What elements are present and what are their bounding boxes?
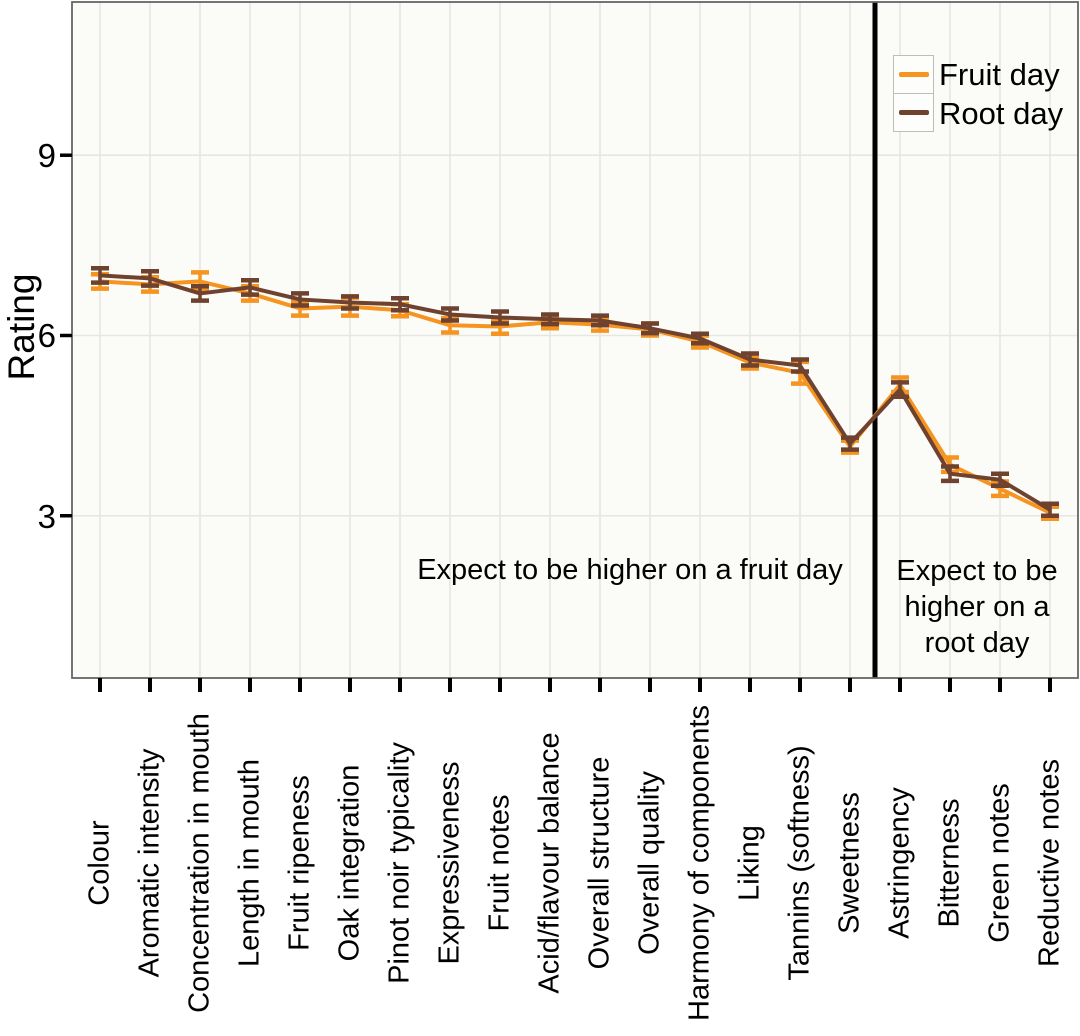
x-tick-label: Fruit ripeness	[283, 775, 316, 951]
legend: Fruit day Root day	[893, 55, 1063, 133]
series-line-root-day	[99, 273, 1052, 512]
x-tick-label: Overall quality	[633, 771, 666, 955]
x-tick-label: Aromatic intensity	[133, 748, 166, 978]
annotation-root-day: Expect to be higher on a root day	[896, 555, 1058, 659]
legend-line-swatch-root	[898, 110, 929, 116]
x-tick-label: Reductive notes	[1033, 759, 1066, 967]
x-tick-label: Overall structure	[583, 756, 616, 970]
x-tick-label: Bitterness	[933, 798, 966, 928]
x-tick-label: Green notes	[983, 783, 1016, 943]
x-tick-label: Concentration in mouth	[183, 713, 216, 1013]
plot-panel-border	[71, 1, 1079, 679]
x-tick-label: Expressiveness	[433, 761, 466, 965]
legend-item-fruit-day: Fruit day	[893, 55, 1063, 94]
legend-label-fruit-day: Fruit day	[939, 56, 1060, 92]
x-tick-label: Acid/flavour balance	[533, 732, 566, 994]
y-tick-label: 3	[37, 497, 56, 535]
y-tick-label: 9	[37, 137, 56, 175]
x-tick-label: Colour	[83, 820, 116, 906]
x-tick-label: Harmony of components	[683, 705, 716, 1021]
x-tick-label: Pinot noir typicality	[383, 742, 416, 984]
x-tick-label: Astringency	[883, 787, 916, 939]
x-tick-label: Length in mouth	[233, 759, 266, 967]
x-tick-label: Sweetness	[833, 792, 866, 934]
x-tick-label: Liking	[733, 825, 766, 901]
legend-item-root-day: Root day	[893, 93, 1064, 133]
x-tick-label: Fruit notes	[483, 794, 516, 932]
annotation-fruit-day: Expect to be higher on a fruit day	[417, 554, 843, 586]
y-tick-label: 6	[37, 317, 56, 355]
x-tick-label: Oak integration	[333, 764, 366, 962]
x-tick-label: Tannins (softness)	[783, 745, 816, 981]
legend-label-root-day: Root day	[939, 95, 1064, 131]
legend-line-swatch-fruit	[898, 72, 929, 77]
legend-key-box-fruit	[893, 55, 934, 94]
legend-key-box-root	[893, 93, 934, 133]
